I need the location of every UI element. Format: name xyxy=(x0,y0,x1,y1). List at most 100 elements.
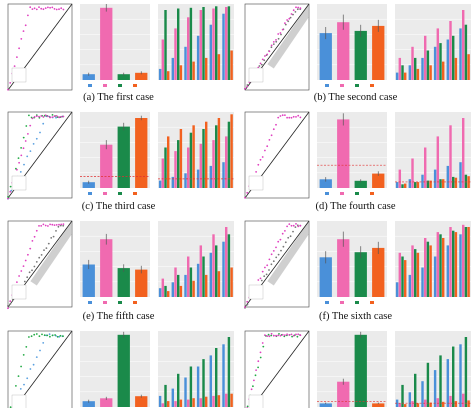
bar-legend-key-1 xyxy=(103,192,107,195)
qq-point-gray xyxy=(57,225,60,228)
qq-point-pink xyxy=(51,223,54,226)
hist-bar xyxy=(158,288,162,297)
qq-confidence-band xyxy=(267,4,309,69)
hist-bar xyxy=(174,267,177,297)
bar-legend-key-3 xyxy=(133,301,137,304)
hist-bar xyxy=(209,165,213,188)
hist-bar xyxy=(179,65,183,80)
qq-point-pink xyxy=(33,235,36,238)
bar-3 xyxy=(135,118,148,188)
qq-point-green xyxy=(267,333,270,336)
bar-2 xyxy=(354,334,367,407)
hist-bar xyxy=(189,366,193,407)
qq-point-pink xyxy=(288,17,291,20)
qq-point-pink xyxy=(272,41,275,43)
bar-panel-bg xyxy=(80,331,150,407)
hist-bar xyxy=(462,224,465,297)
hist-panel-bg xyxy=(158,331,234,407)
hist-bar xyxy=(398,169,402,188)
hist-bar xyxy=(217,118,221,188)
qq-point-gray xyxy=(287,20,290,23)
qq-point-pink xyxy=(7,88,9,91)
hist-bar xyxy=(462,118,465,188)
hist-bar xyxy=(179,399,183,407)
qq-point-gray xyxy=(292,230,294,233)
bar-3 xyxy=(372,25,385,80)
bar-1 xyxy=(100,144,113,188)
qq-point-pink xyxy=(7,197,9,200)
qq-point-pink xyxy=(297,114,300,117)
qq-point-pink xyxy=(20,270,23,272)
qq-point-pink xyxy=(27,133,29,135)
qq-point-pink xyxy=(259,277,262,280)
hist-bar xyxy=(205,274,208,297)
bar-legend-key-2 xyxy=(355,84,359,87)
bar-legend-key-1 xyxy=(340,192,344,195)
hist-bar xyxy=(411,158,414,188)
hist-bar xyxy=(452,346,455,407)
qq-point-gray xyxy=(277,253,280,256)
qq-point-pink xyxy=(275,39,277,41)
qq-point-pink xyxy=(244,306,246,308)
hist-bar xyxy=(227,234,231,297)
hist-bar xyxy=(464,337,468,407)
qq-point-green xyxy=(56,116,59,118)
qq-point-blue xyxy=(55,116,57,119)
qq-point-pink xyxy=(47,115,49,118)
hist-bar xyxy=(414,57,417,80)
hist-bar xyxy=(209,24,213,80)
qq-point-pink xyxy=(44,224,47,227)
qq-point-pink xyxy=(60,115,63,118)
qq-point-gray xyxy=(26,276,29,279)
hist-bar xyxy=(408,179,412,188)
hist-bar xyxy=(161,278,165,297)
bar-3 xyxy=(135,72,148,80)
bar-legend-key-3 xyxy=(370,192,374,195)
hist-bar xyxy=(164,285,167,297)
hist-bar xyxy=(401,65,404,80)
qq-point-blue xyxy=(42,122,45,125)
bar-3 xyxy=(372,403,385,407)
qq-point-blue xyxy=(58,335,61,338)
qq-point-gray xyxy=(45,247,48,250)
hist-bar xyxy=(217,271,221,297)
hist-bar xyxy=(454,401,458,407)
hist-bar xyxy=(454,177,458,188)
qq-point-pink xyxy=(24,24,27,27)
hist-bar xyxy=(426,241,430,297)
hist-bar xyxy=(401,184,404,188)
bar-legend-key-0 xyxy=(325,84,329,87)
hist-bar xyxy=(454,232,458,297)
qq-point-pink xyxy=(27,14,29,17)
hist-bar xyxy=(179,285,183,297)
bar-0 xyxy=(319,33,332,80)
hist-bar xyxy=(177,274,180,297)
qq-point-green xyxy=(56,335,59,338)
hist-bar xyxy=(230,50,233,80)
bar-0 xyxy=(82,401,95,407)
qq-legend-box xyxy=(11,284,27,300)
bar-0 xyxy=(319,403,332,407)
qq-point-green xyxy=(62,335,64,338)
qq-point-pink xyxy=(299,7,302,9)
hist-bar xyxy=(398,57,402,80)
qq-point-pink xyxy=(284,230,286,232)
qq-point-pink xyxy=(290,333,293,336)
qq-point-pink xyxy=(35,8,38,11)
hist-bar xyxy=(408,65,412,80)
bar-0 xyxy=(319,257,332,297)
qq-point-green xyxy=(30,335,33,338)
hist-bar xyxy=(212,234,215,297)
qq-point-pink xyxy=(62,115,65,118)
qq-point-pink xyxy=(18,275,20,277)
qq-point-pink xyxy=(264,334,266,336)
hist-bar xyxy=(421,57,424,80)
qq-point-gray xyxy=(40,254,43,256)
qq-point-pink xyxy=(268,50,271,53)
qq-point-pink xyxy=(60,7,63,10)
qq-legend-box xyxy=(11,394,27,408)
hist-bar xyxy=(177,373,180,407)
hist-bar xyxy=(408,392,412,407)
hist-bar xyxy=(459,28,462,80)
